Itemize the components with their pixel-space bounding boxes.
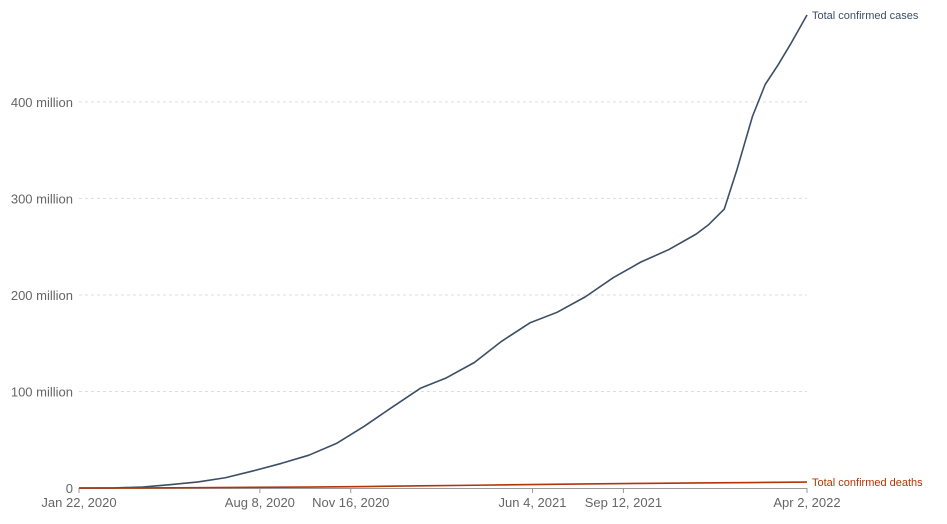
- y-tick-label: 100 million: [11, 384, 73, 399]
- series-labels: Total confirmed cases Total confirmed dea…: [812, 10, 923, 489]
- y-tick-label: 200 million: [11, 288, 73, 303]
- y-tick-label: 400 million: [11, 95, 73, 110]
- x-tick-label: Sep 12, 2021: [585, 495, 662, 510]
- x-axis: Jan 22, 2020 Aug 8, 2020 Nov 16, 2020 Jun 4…: [41, 488, 841, 510]
- series-line-total-confirmed-deaths: [78, 481, 808, 489]
- y-axis: 0 100 million 200 million 300 million 400 mi…: [11, 95, 73, 496]
- series-label-total-confirmed-deaths: Total confirmed deaths: [812, 477, 923, 489]
- series-line-total-confirmed-cases: [78, 14, 808, 489]
- x-tick-label: Jan 22, 2020: [41, 495, 116, 510]
- y-tick-label: 300 million: [11, 191, 73, 206]
- grid-lines: [79, 101, 807, 392]
- series-label-total-confirmed-cases: Total confirmed cases: [812, 10, 919, 22]
- x-tick-label: Jun 4, 2021: [499, 495, 567, 510]
- series-lines: [78, 14, 808, 489]
- y-tick-label: 0: [66, 481, 73, 496]
- x-tick-label: Nov 16, 2020: [312, 495, 389, 510]
- x-tick-label: Apr 2, 2022: [773, 495, 840, 510]
- x-tick-label: Aug 8, 2020: [225, 495, 295, 510]
